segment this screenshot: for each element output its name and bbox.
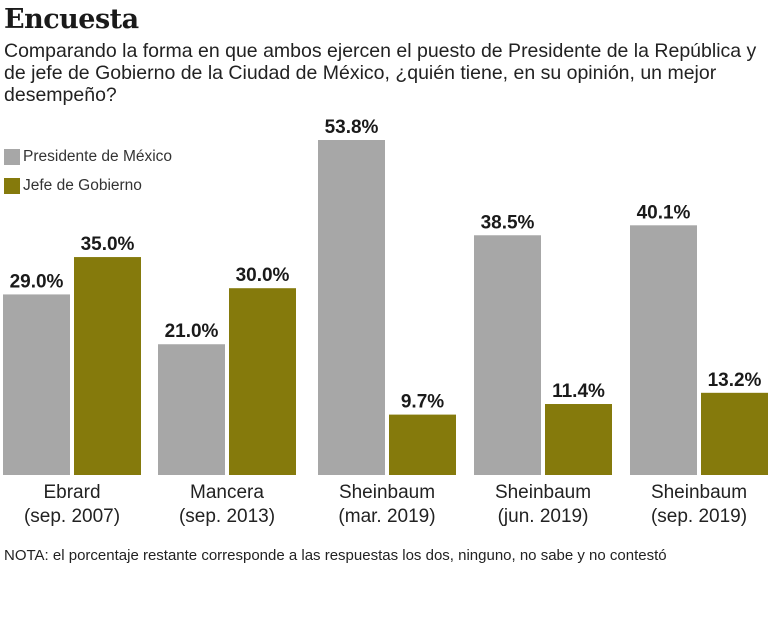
legend-item-presidente: Presidente de México (4, 148, 172, 166)
chart-subtitle: Comparando la forma en que ambos ejercen… (4, 40, 757, 106)
category-label-date: (mar. 2019) (338, 506, 435, 527)
bar-jefe (545, 404, 612, 475)
bar-jefe (74, 257, 141, 475)
bar-jefe (229, 288, 296, 475)
data-label: 13.2% (708, 370, 762, 391)
bar-presidente (318, 140, 385, 475)
legend-item-jefe: Jefe de Gobierno (4, 177, 142, 195)
category-label-date: (sep. 2019) (651, 506, 747, 527)
data-label: 29.0% (10, 271, 64, 292)
data-label: 9.7% (401, 392, 444, 413)
legend-swatch-presidente (4, 149, 20, 165)
bar-jefe (701, 392, 768, 475)
chart-title: Encuesta (4, 4, 139, 35)
legend-label-presidente: Presidente de México (23, 148, 173, 165)
chart-note: NOTA: el porcentaje restante corresponde… (4, 547, 667, 564)
legend-label-jefe: Jefe de Gobierno (23, 177, 142, 194)
category-label-name: Sheinbaum (495, 482, 591, 503)
category-label-date: (sep. 2007) (24, 506, 120, 527)
category-label-date: (sep. 2013) (179, 506, 275, 527)
category-label-date: (jun. 2019) (498, 506, 589, 527)
category-label-name: Ebrard (43, 482, 100, 503)
category-label-name: Mancera (190, 482, 264, 503)
bar-presidente (3, 294, 70, 475)
bar-presidente (630, 225, 697, 475)
data-label: 53.8% (325, 117, 379, 138)
bar-presidente (474, 235, 541, 475)
legend-swatch-jefe (4, 178, 20, 194)
data-label: 11.4% (552, 381, 605, 402)
category-label-name: Sheinbaum (339, 482, 435, 503)
bar-presidente (158, 344, 225, 475)
data-label: 30.0% (236, 265, 290, 286)
bar-jefe (389, 414, 456, 475)
data-label: 21.0% (165, 321, 219, 342)
data-label: 40.1% (637, 202, 691, 223)
data-label: 35.0% (81, 234, 135, 255)
category-label-name: Sheinbaum (651, 482, 747, 503)
data-label: 38.5% (481, 212, 535, 233)
